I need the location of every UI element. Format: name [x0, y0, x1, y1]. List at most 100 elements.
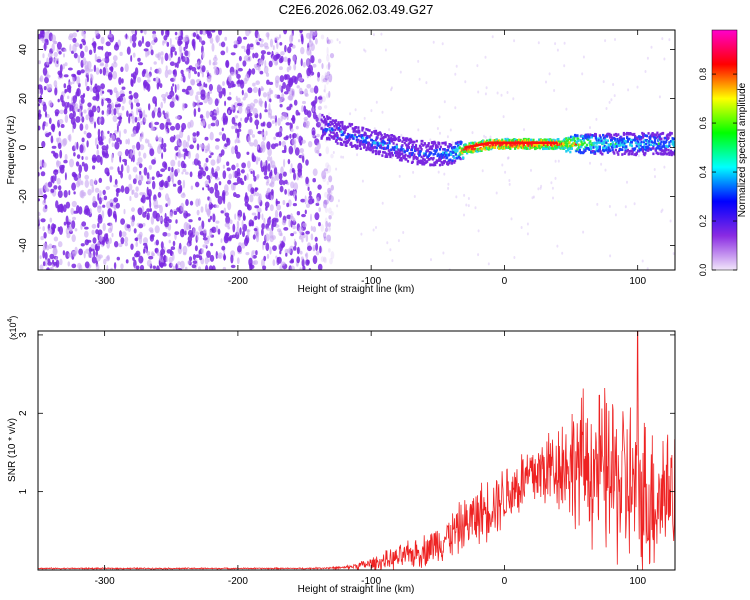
noise-point [247, 160, 251, 169]
noise-point [484, 55, 487, 59]
noise-point [215, 220, 220, 224]
signal-point [652, 146, 655, 150]
noise-point [324, 229, 328, 235]
signal-point [653, 136, 656, 139]
x-tick-label: 0 [502, 276, 508, 287]
noise-point [317, 263, 323, 270]
noise-point [235, 62, 240, 70]
noise-point [45, 133, 50, 138]
colorbar-gradient [711, 29, 738, 271]
noise-point [316, 196, 320, 204]
noise-point [119, 139, 122, 145]
noise-point [300, 175, 303, 179]
noise-point [160, 241, 164, 250]
noise-point [81, 161, 85, 167]
signal-point [614, 142, 617, 145]
noise-point [322, 256, 327, 263]
signal-point [657, 133, 661, 137]
noise-point [537, 187, 540, 191]
noise-point [151, 252, 155, 257]
noise-point [496, 91, 499, 95]
noise-point [156, 170, 160, 178]
noise-point [92, 196, 96, 204]
noise-point [48, 117, 52, 125]
noise-point [298, 87, 303, 95]
signal-point [420, 155, 423, 159]
noise-point [633, 202, 636, 206]
signal-point [564, 146, 567, 149]
noise-point [91, 154, 97, 163]
signal-point [663, 149, 666, 153]
noise-point [384, 48, 387, 52]
noise-point [294, 147, 300, 156]
snr-y-axis: 123 [18, 332, 675, 494]
noise-point [317, 71, 321, 78]
signal-point [340, 133, 343, 137]
noise-point [47, 261, 53, 266]
noise-point [53, 245, 57, 250]
signal-point [642, 132, 645, 136]
signal-point [577, 139, 580, 143]
signal-point [408, 152, 411, 155]
noise-point [182, 209, 186, 213]
signal-point [638, 149, 641, 153]
signal-point [602, 140, 605, 143]
noise-point [641, 259, 644, 263]
signal-point [320, 136, 323, 140]
noise-point [321, 75, 325, 83]
noise-point [323, 232, 327, 239]
noise-point [627, 88, 630, 92]
signal-point [601, 152, 604, 156]
noise-point [324, 191, 328, 198]
noise-point [107, 107, 110, 111]
noise-point [97, 46, 103, 50]
noise-point [290, 117, 296, 121]
noise-point [260, 160, 263, 169]
signal-point [340, 130, 343, 134]
noise-point [441, 42, 444, 46]
signal-point [385, 152, 388, 155]
noise-point [320, 223, 325, 232]
noise-point [42, 261, 46, 267]
noise-point [126, 46, 131, 55]
signal-point [622, 133, 625, 136]
noise-point [110, 267, 113, 270]
noise-point [156, 204, 161, 208]
noise-point [321, 124, 325, 128]
signal-point [430, 157, 433, 160]
signal-point [439, 145, 442, 149]
signal-point [459, 142, 462, 146]
noise-point [92, 37, 95, 43]
signal-point [532, 138, 535, 142]
signal-point [607, 150, 610, 153]
noise-point [199, 30, 203, 35]
signal-point [378, 152, 381, 156]
signal-point [665, 147, 668, 151]
noise-point [531, 196, 534, 200]
signal-point [386, 134, 389, 137]
noise-point [307, 245, 312, 252]
noise-point [72, 43, 77, 53]
noise-point [266, 253, 270, 259]
signal-point [322, 133, 325, 137]
noise-point [322, 78, 328, 83]
noise-point [118, 243, 123, 248]
noise-point [155, 239, 159, 246]
noise-point [551, 186, 554, 190]
noise-point [138, 40, 142, 47]
noise-point [114, 241, 119, 248]
noise-point [296, 85, 300, 89]
signal-point [453, 161, 456, 164]
noise-point [143, 48, 149, 52]
signal-point [667, 148, 670, 152]
noise-point [132, 41, 137, 48]
noise-point [143, 152, 147, 159]
noise-point [287, 158, 291, 165]
noise-point [213, 68, 219, 76]
noise-point [306, 47, 311, 56]
noise-point [136, 141, 141, 151]
signal-point [526, 147, 529, 150]
signal-point [581, 135, 584, 138]
noise-point [173, 75, 176, 82]
noise-point [82, 40, 86, 46]
